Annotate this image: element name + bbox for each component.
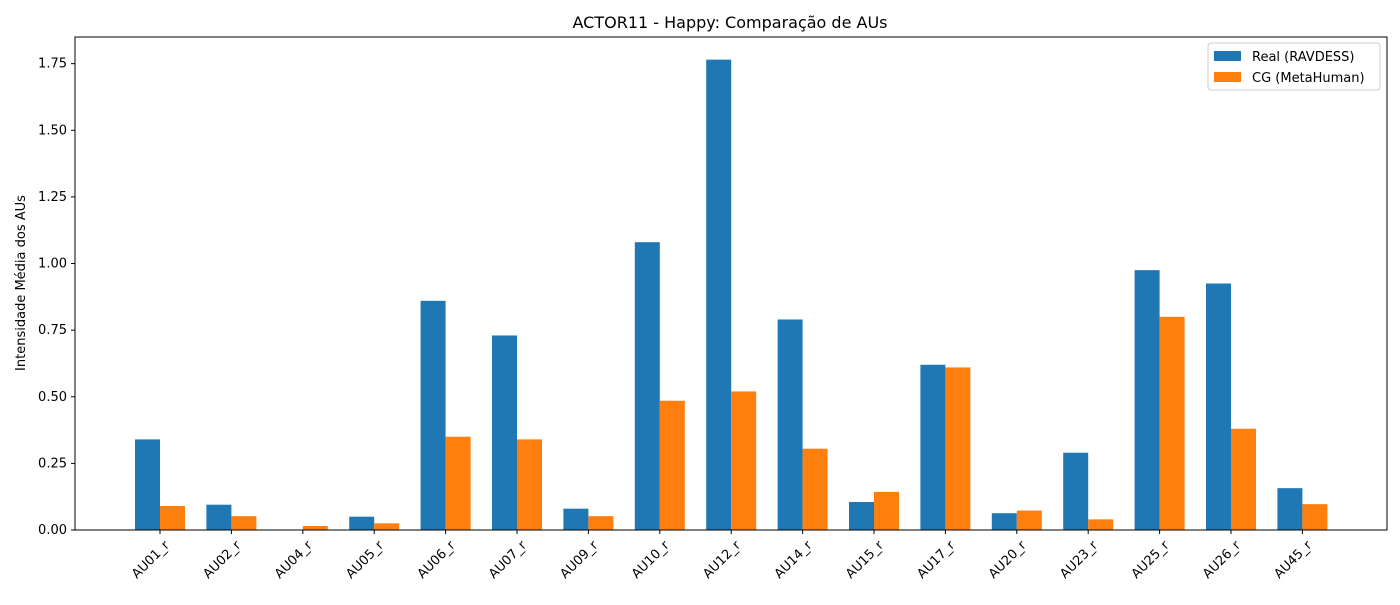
- y-tick-label: 0.00: [38, 523, 67, 538]
- bar-au06_r-series-1: [420, 300, 446, 530]
- bar-au05_r-series-1: [349, 516, 375, 530]
- bar-au14_r-series-2: [802, 448, 828, 530]
- bar-au01_r-series-1: [135, 439, 160, 530]
- x-tick-label: AU01_r: [129, 538, 173, 582]
- y-tick-label: 0.75: [38, 323, 67, 338]
- x-tick-label: AU04_r: [272, 538, 316, 582]
- bar-au20_r-series-2: [1016, 510, 1042, 530]
- bar-au17_r-series-1: [920, 364, 946, 530]
- x-tick-label: AU26_r: [1200, 538, 1244, 582]
- x-tick-label: AU09_r: [558, 538, 602, 582]
- legend-box: [1207, 42, 1381, 91]
- y-tick-label: 1.75: [38, 57, 67, 72]
- x-tick-label: AU23_r: [1057, 538, 1101, 582]
- bar-au06_r-series-2: [445, 436, 471, 530]
- y-tick-label: 0.50: [38, 390, 67, 405]
- bar-au05_r-series-2: [374, 523, 400, 530]
- bar-au01_r-series-2: [160, 506, 185, 530]
- bar-au23_r-series-1: [1063, 452, 1089, 530]
- x-tick-label: AU17_r: [915, 538, 959, 582]
- bar-au09_r-series-1: [563, 508, 589, 530]
- bars-group: [135, 59, 1328, 531]
- x-tick-label: AU06_r: [415, 538, 459, 582]
- bar-au23_r-series-2: [1088, 519, 1114, 530]
- bar-au25_r-series-2: [1159, 316, 1185, 530]
- bar-au15_r-series-2: [874, 491, 899, 530]
- x-tick-label: AU02_r: [201, 538, 245, 582]
- x-tick-label: AU10_r: [629, 538, 673, 582]
- chart-title: ACTOR11 - Happy: Comparação de AUs: [573, 13, 888, 32]
- x-tick-label: AU14_r: [772, 538, 816, 582]
- y-tick-label: 1.00: [38, 257, 67, 272]
- bar-au09_r-series-2: [588, 516, 614, 530]
- bar-au25_r-series-1: [1134, 270, 1160, 530]
- x-tick-label: AU05_r: [343, 538, 387, 582]
- bar-au07_r-series-1: [492, 335, 517, 530]
- bar-au07_r-series-2: [517, 439, 542, 530]
- x-tick-label: AU45_r: [1272, 538, 1316, 582]
- x-tick-label: AU07_r: [486, 538, 530, 582]
- legend-label: Real (RAVDESS): [1252, 50, 1355, 65]
- bar-au02_r-series-1: [206, 504, 232, 530]
- bar-au12_r-series-1: [706, 59, 732, 530]
- y-tick-label: 0.25: [38, 456, 67, 471]
- bar-au20_r-series-1: [991, 513, 1017, 530]
- bar-au10_r-series-2: [659, 400, 685, 530]
- bar-au45_r-series-1: [1277, 488, 1303, 530]
- bar-au12_r-series-2: [731, 391, 757, 530]
- x-tick-label: AU12_r: [700, 538, 744, 582]
- x-tick-label: AU15_r: [843, 538, 887, 582]
- bar-au15_r-series-1: [849, 502, 874, 530]
- y-tick-label: 1.50: [38, 123, 67, 138]
- bar-au04_r-series-2: [302, 526, 328, 530]
- legend-swatch: [1214, 72, 1241, 82]
- x-tick-label: AU20_r: [986, 538, 1030, 582]
- legend-label: CG (MetaHuman): [1252, 71, 1365, 86]
- y-axis-label: Intensidade Média dos AUs: [14, 195, 29, 371]
- bar-au26_r-series-1: [1206, 283, 1231, 530]
- bar-au10_r-series-1: [634, 242, 660, 531]
- y-tick-label: 1.25: [38, 190, 67, 205]
- legend-swatch: [1214, 51, 1241, 61]
- x-tick-label: AU25_r: [1129, 538, 1173, 582]
- bar-au17_r-series-2: [945, 367, 971, 530]
- legend: Real (RAVDESS) CG (MetaHuman): [1207, 42, 1381, 91]
- bar-au02_r-series-2: [231, 516, 257, 530]
- bar-au14_r-series-1: [777, 319, 803, 530]
- bar-au45_r-series-2: [1302, 504, 1328, 530]
- bar-au26_r-series-2: [1231, 428, 1256, 530]
